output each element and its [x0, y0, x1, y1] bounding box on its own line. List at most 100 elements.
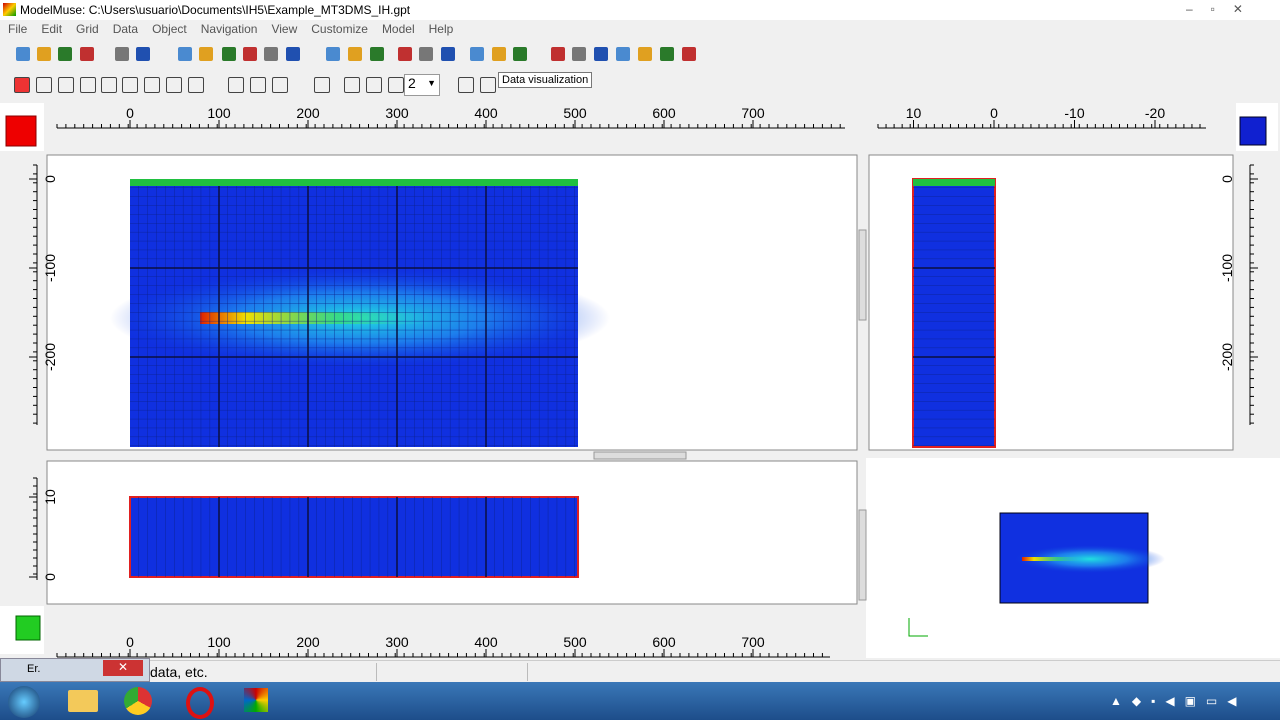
menu-item[interactable]: Model — [381, 22, 415, 36]
menu-item[interactable]: Object — [152, 22, 187, 36]
tool-button[interactable] — [37, 47, 51, 61]
tool-button[interactable] — [660, 47, 674, 61]
tool-button[interactable] — [101, 77, 117, 93]
explorer[interactable] — [68, 690, 98, 712]
tool-button[interactable] — [344, 77, 360, 93]
ruler-label: 600 — [652, 105, 676, 121]
tool-button[interactable] — [419, 47, 433, 61]
tool-button[interactable] — [36, 77, 52, 93]
ruler-label: 0 — [1219, 175, 1235, 183]
tool-button[interactable] — [166, 77, 182, 93]
layer-select[interactable]: 2 ▼ — [404, 74, 440, 96]
ruler-label: 100 — [207, 634, 231, 650]
tool-button[interactable] — [370, 47, 384, 61]
ruler-label: 0 — [42, 573, 58, 581]
tool-button[interactable] — [178, 47, 192, 61]
chrome[interactable] — [124, 687, 152, 715]
tool-button[interactable] — [638, 47, 652, 61]
menu-item[interactable]: Help — [428, 22, 454, 36]
tool-button[interactable] — [250, 77, 266, 93]
tool-button[interactable] — [144, 77, 160, 93]
tool-button[interactable] — [441, 47, 455, 61]
tool-button[interactable] — [286, 47, 300, 61]
tool-button[interactable] — [492, 47, 506, 61]
ruler-label: 0 — [990, 105, 998, 121]
ruler-label: 700 — [741, 634, 765, 650]
tool-button[interactable] — [366, 77, 382, 93]
ruler-label: -100 — [1219, 254, 1235, 282]
tool-button[interactable] — [222, 47, 236, 61]
ruler-label: 0 — [42, 175, 58, 183]
ruler-label: 10 — [906, 105, 922, 121]
status-bar: data, etc. — [0, 660, 1280, 683]
ruler-label: 400 — [474, 634, 498, 650]
ruler-label: 200 — [296, 105, 320, 121]
tool-button[interactable] — [682, 47, 696, 61]
ruler-label: 100 — [207, 105, 231, 121]
tool-button[interactable] — [122, 77, 138, 93]
tool-button[interactable] — [272, 77, 288, 93]
tool-button[interactable] — [616, 47, 630, 61]
ruler-label: 0 — [126, 105, 134, 121]
tool-button[interactable] — [264, 47, 278, 61]
ruler-label: 500 — [563, 634, 587, 650]
ruler-label: 300 — [385, 105, 409, 121]
ruler-label: 300 — [385, 634, 409, 650]
start-button[interactable] — [8, 686, 40, 718]
tool-button[interactable] — [58, 77, 74, 93]
ruler-label: 500 — [563, 105, 587, 121]
ruler-label: 200 — [296, 634, 320, 650]
tool-button[interactable] — [14, 77, 30, 93]
tool-button[interactable] — [228, 77, 244, 93]
tool-button[interactable] — [480, 77, 496, 93]
ruler-label: 400 — [474, 105, 498, 121]
tool-button[interactable] — [115, 47, 129, 61]
layer-value: 2 — [408, 75, 416, 91]
ruler-label: 0 — [126, 634, 134, 650]
ruler-label: -200 — [42, 343, 58, 371]
taskbar: ▲◆▪◀▣▭◀ — [0, 682, 1280, 720]
tool-button[interactable] — [80, 47, 94, 61]
tool-button[interactable] — [58, 47, 72, 61]
menu-item[interactable]: Grid — [76, 22, 99, 36]
tool-button[interactable] — [314, 77, 330, 93]
opera[interactable] — [186, 687, 214, 719]
toolbars — [0, 40, 1280, 100]
ruler-label: 10 — [42, 489, 58, 505]
tool-button[interactable] — [326, 47, 340, 61]
tool-button[interactable] — [136, 47, 150, 61]
tray: ▲◆▪◀▣▭◀ — [1110, 694, 1247, 708]
minimized-window[interactable]: Er. ✕ — [0, 658, 150, 682]
ruler-label: -200 — [1219, 343, 1235, 371]
menu-item[interactable]: Navigation — [200, 22, 258, 36]
tool-button[interactable] — [458, 77, 474, 93]
tool-button[interactable] — [594, 47, 608, 61]
tool-button[interactable] — [398, 47, 412, 61]
ruler-label: -100 — [42, 254, 58, 282]
tool-button[interactable] — [80, 77, 96, 93]
menu-item[interactable]: View — [271, 22, 298, 36]
tool-button[interactable] — [188, 77, 204, 93]
menu-item[interactable]: File — [8, 22, 28, 36]
tool-button[interactable] — [348, 47, 362, 61]
menu-item[interactable]: Edit — [41, 22, 63, 36]
tool-button[interactable] — [243, 47, 257, 61]
tool-button[interactable] — [470, 47, 484, 61]
tool-button[interactable] — [572, 47, 586, 61]
title-bar: ModelMuse: C:\Users\usuario\Documents\IH… — [0, 0, 1280, 20]
window-controls[interactable]: –▫✕ — [1186, 2, 1261, 16]
menu-item[interactable]: Customize — [311, 22, 368, 36]
tool-button[interactable] — [16, 47, 30, 61]
views: 0 100 200 300 400 500 600 700 10 0 -10 -200-100-200… — [0, 103, 1280, 658]
menu-item[interactable]: Data — [112, 22, 139, 36]
tool-button[interactable] — [388, 77, 404, 93]
modelmuse[interactable] — [244, 688, 268, 712]
tool-button[interactable] — [513, 47, 527, 61]
ruler-label: -10 — [1064, 105, 1084, 121]
ruler-label: 700 — [741, 105, 765, 121]
ruler-label: -20 — [1145, 105, 1165, 121]
tool-button[interactable] — [199, 47, 213, 61]
menu-bar: File Edit Grid Data Object Navigation View Cust… — [8, 22, 467, 36]
tool-button[interactable] — [551, 47, 565, 61]
